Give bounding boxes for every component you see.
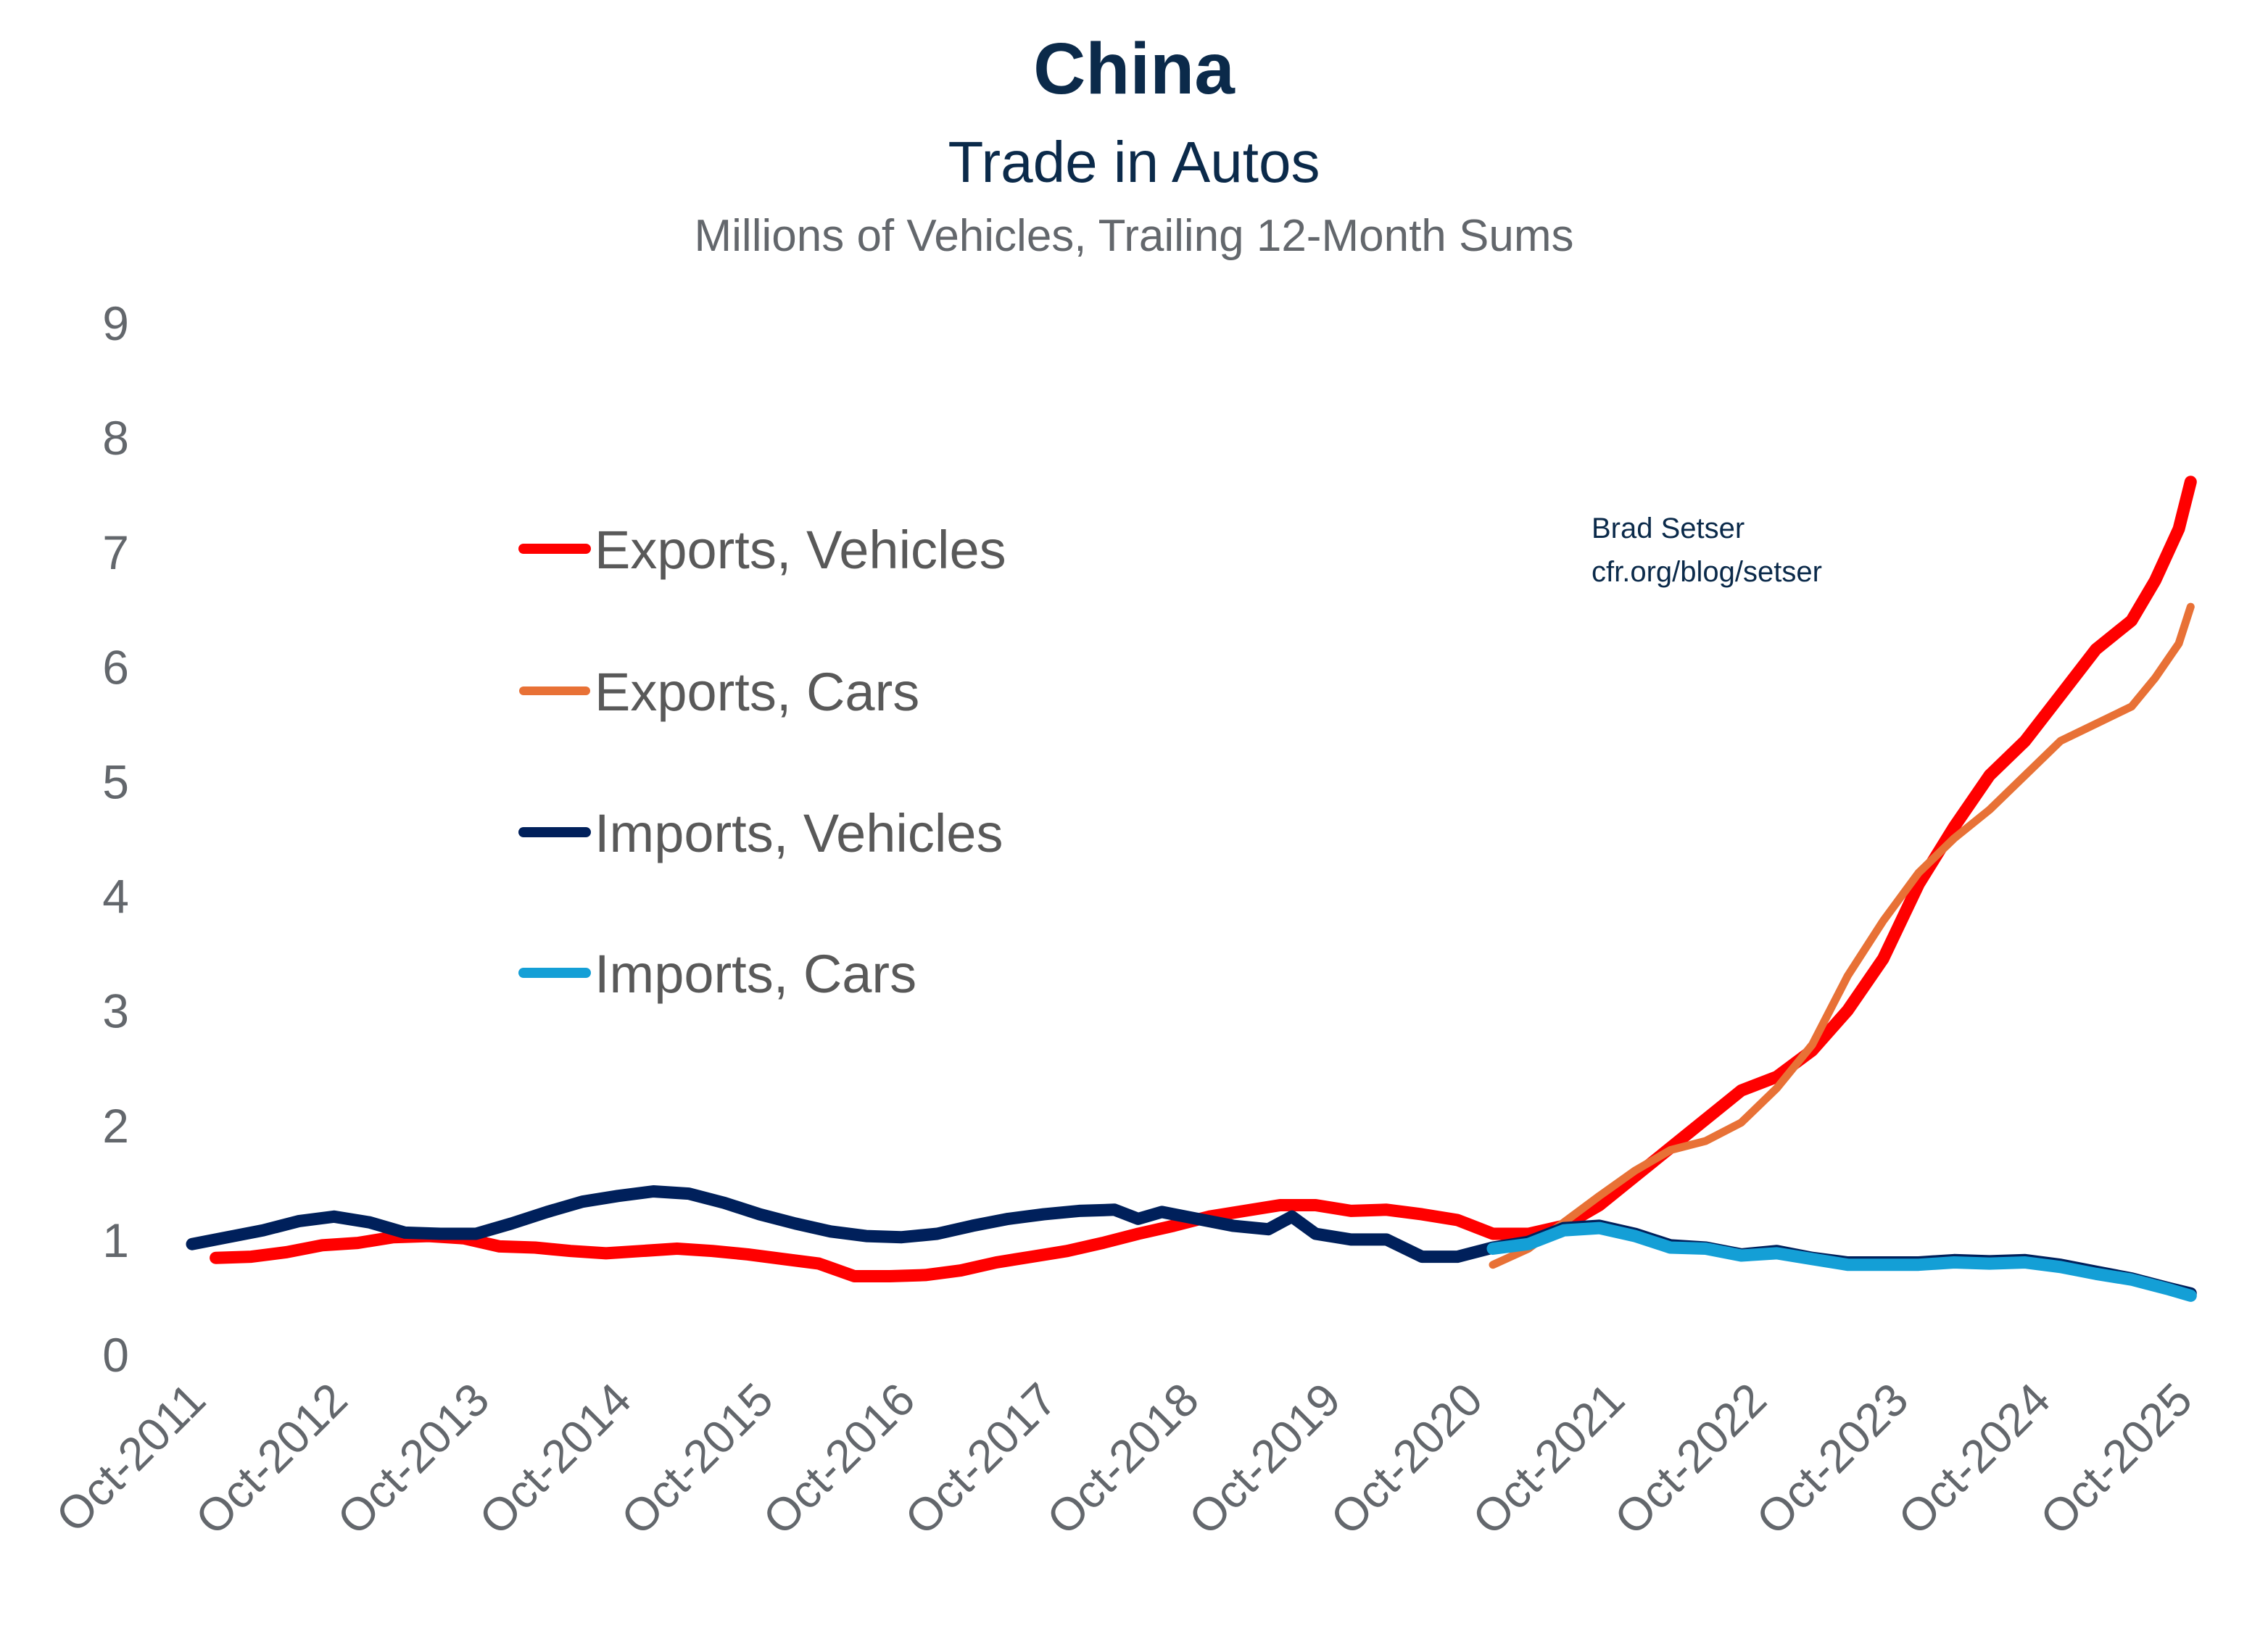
y-tick-label: 9 bbox=[102, 296, 129, 350]
x-tick-label: Oct-2020 bbox=[1320, 1373, 1492, 1545]
x-tick-label: Oct-2017 bbox=[895, 1373, 1067, 1545]
x-tick-label: Oct-2018 bbox=[1037, 1373, 1209, 1545]
y-tick-label: 5 bbox=[102, 755, 129, 808]
chart-subtitle: Trade in Autos bbox=[948, 130, 1320, 194]
y-tick-label: 0 bbox=[102, 1328, 129, 1382]
chart-title: China bbox=[1033, 28, 1235, 109]
series-line-exports-vehicles bbox=[210, 476, 2197, 1282]
x-tick-label: Oct-2012 bbox=[186, 1373, 357, 1545]
series-line-exports-cars bbox=[1489, 602, 2195, 1269]
legend-label-exports-vehicles: Exports, Vehicles bbox=[595, 520, 1006, 580]
x-tick-label: Oct-2014 bbox=[469, 1373, 641, 1545]
y-axis: 0 1 2 3 4 5 6 7 8 9 bbox=[102, 296, 129, 1382]
y-tick-label: 2 bbox=[102, 1099, 129, 1153]
series-line-imports-cars bbox=[1486, 1221, 2197, 1302]
x-tick-label: Oct-2013 bbox=[327, 1373, 499, 1545]
x-tick-label: Oct-2023 bbox=[1746, 1373, 1918, 1545]
legend: Exports, Vehicles Exports, Cars Imports, V… bbox=[518, 520, 1006, 1004]
y-tick-label: 4 bbox=[102, 870, 129, 924]
x-tick-label: Oct-2025 bbox=[2030, 1373, 2202, 1545]
credit-url: cfr.org/blog/setser bbox=[1592, 556, 1822, 588]
x-tick-label: Oct-2011 bbox=[46, 1373, 215, 1543]
x-tick-label: Oct-2024 bbox=[1888, 1373, 2060, 1545]
series-lines bbox=[186, 476, 2197, 1302]
x-tick-label: Oct-2019 bbox=[1179, 1373, 1351, 1545]
y-tick-label: 1 bbox=[102, 1214, 129, 1267]
chart-units-note: Millions of Vehicles, Trailing 12-Month … bbox=[694, 211, 1574, 261]
y-tick-label: 6 bbox=[102, 640, 129, 694]
legend-label-exports-cars: Exports, Cars bbox=[595, 662, 919, 722]
y-tick-label: 3 bbox=[102, 984, 129, 1038]
x-tick-label: Oct-2022 bbox=[1605, 1373, 1776, 1545]
y-tick-label: 7 bbox=[102, 526, 129, 579]
legend-label-imports-vehicles: Imports, Vehicles bbox=[595, 803, 1003, 863]
x-axis: Oct-2011Oct-2012Oct-2013Oct-2014Oct-2015… bbox=[46, 1373, 2202, 1545]
y-tick-label: 8 bbox=[102, 411, 129, 465]
x-tick-label: Oct-2021 bbox=[1462, 1373, 1634, 1545]
annotation-credit: Brad Setser cfr.org/blog/setser bbox=[1592, 513, 1822, 588]
x-tick-label: Oct-2016 bbox=[753, 1373, 924, 1545]
credit-author: Brad Setser bbox=[1592, 513, 1745, 544]
legend-label-imports-cars: Imports, Cars bbox=[595, 944, 916, 1004]
x-tick-label: Oct-2015 bbox=[611, 1373, 783, 1545]
